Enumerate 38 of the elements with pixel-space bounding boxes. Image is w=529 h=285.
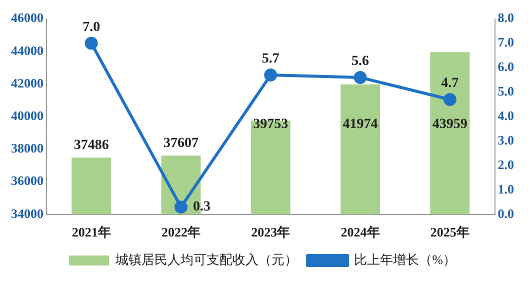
data-label: 5.6 [352,54,370,70]
x-tick-label: 2023年 [251,224,290,240]
y-tick-label: 38000 [11,140,44,156]
y2-tick-label: 0.0 [498,206,514,221]
y-tick-label: 36000 [11,173,44,188]
point [443,92,456,106]
y2-tick-label: 6.0 [498,59,514,74]
y-tick-label: 40000 [11,108,44,123]
data-label: 39753 [253,117,288,132]
point [354,70,367,84]
y2-tick-label: 1.0 [498,181,514,196]
y2-tick-label: 5.0 [498,84,514,99]
legend-label: 城镇居民人均可支配收入（元） [114,252,298,267]
y2-tick-label: 3.0 [498,132,514,148]
x-tick-label: 2022年 [161,224,200,240]
point [264,68,278,82]
y-tick-label: 42000 [11,75,44,90]
y2-tick-label: 2.0 [498,156,514,172]
y-tick-label: 46000 [11,10,44,26]
y2-tick-label: 4.0 [498,108,514,123]
data-label: 43959 [432,117,468,132]
x-tick-label: 2025年 [430,224,470,240]
point [84,36,98,50]
x-tick-label: 2024年 [340,224,380,240]
data-label: 37607 [163,136,198,152]
data-label: 0.3 [192,200,210,215]
data-label: 41974 [342,117,378,132]
y-tick-label: 34000 [11,206,44,221]
y-tick-label: 44000 [11,42,44,58]
x-tick-label: 2021年 [72,224,111,240]
data-label: 5.7 [262,52,280,67]
data-label: 4.7 [441,76,459,92]
y2-tick-label: 7.0 [498,34,514,50]
data-label: 7.0 [82,20,100,35]
point [174,200,188,214]
data-label: 37486 [74,138,109,154]
y2-tick-label: 8.0 [498,10,514,26]
legend-label: 比上年增长（%） [354,252,456,267]
